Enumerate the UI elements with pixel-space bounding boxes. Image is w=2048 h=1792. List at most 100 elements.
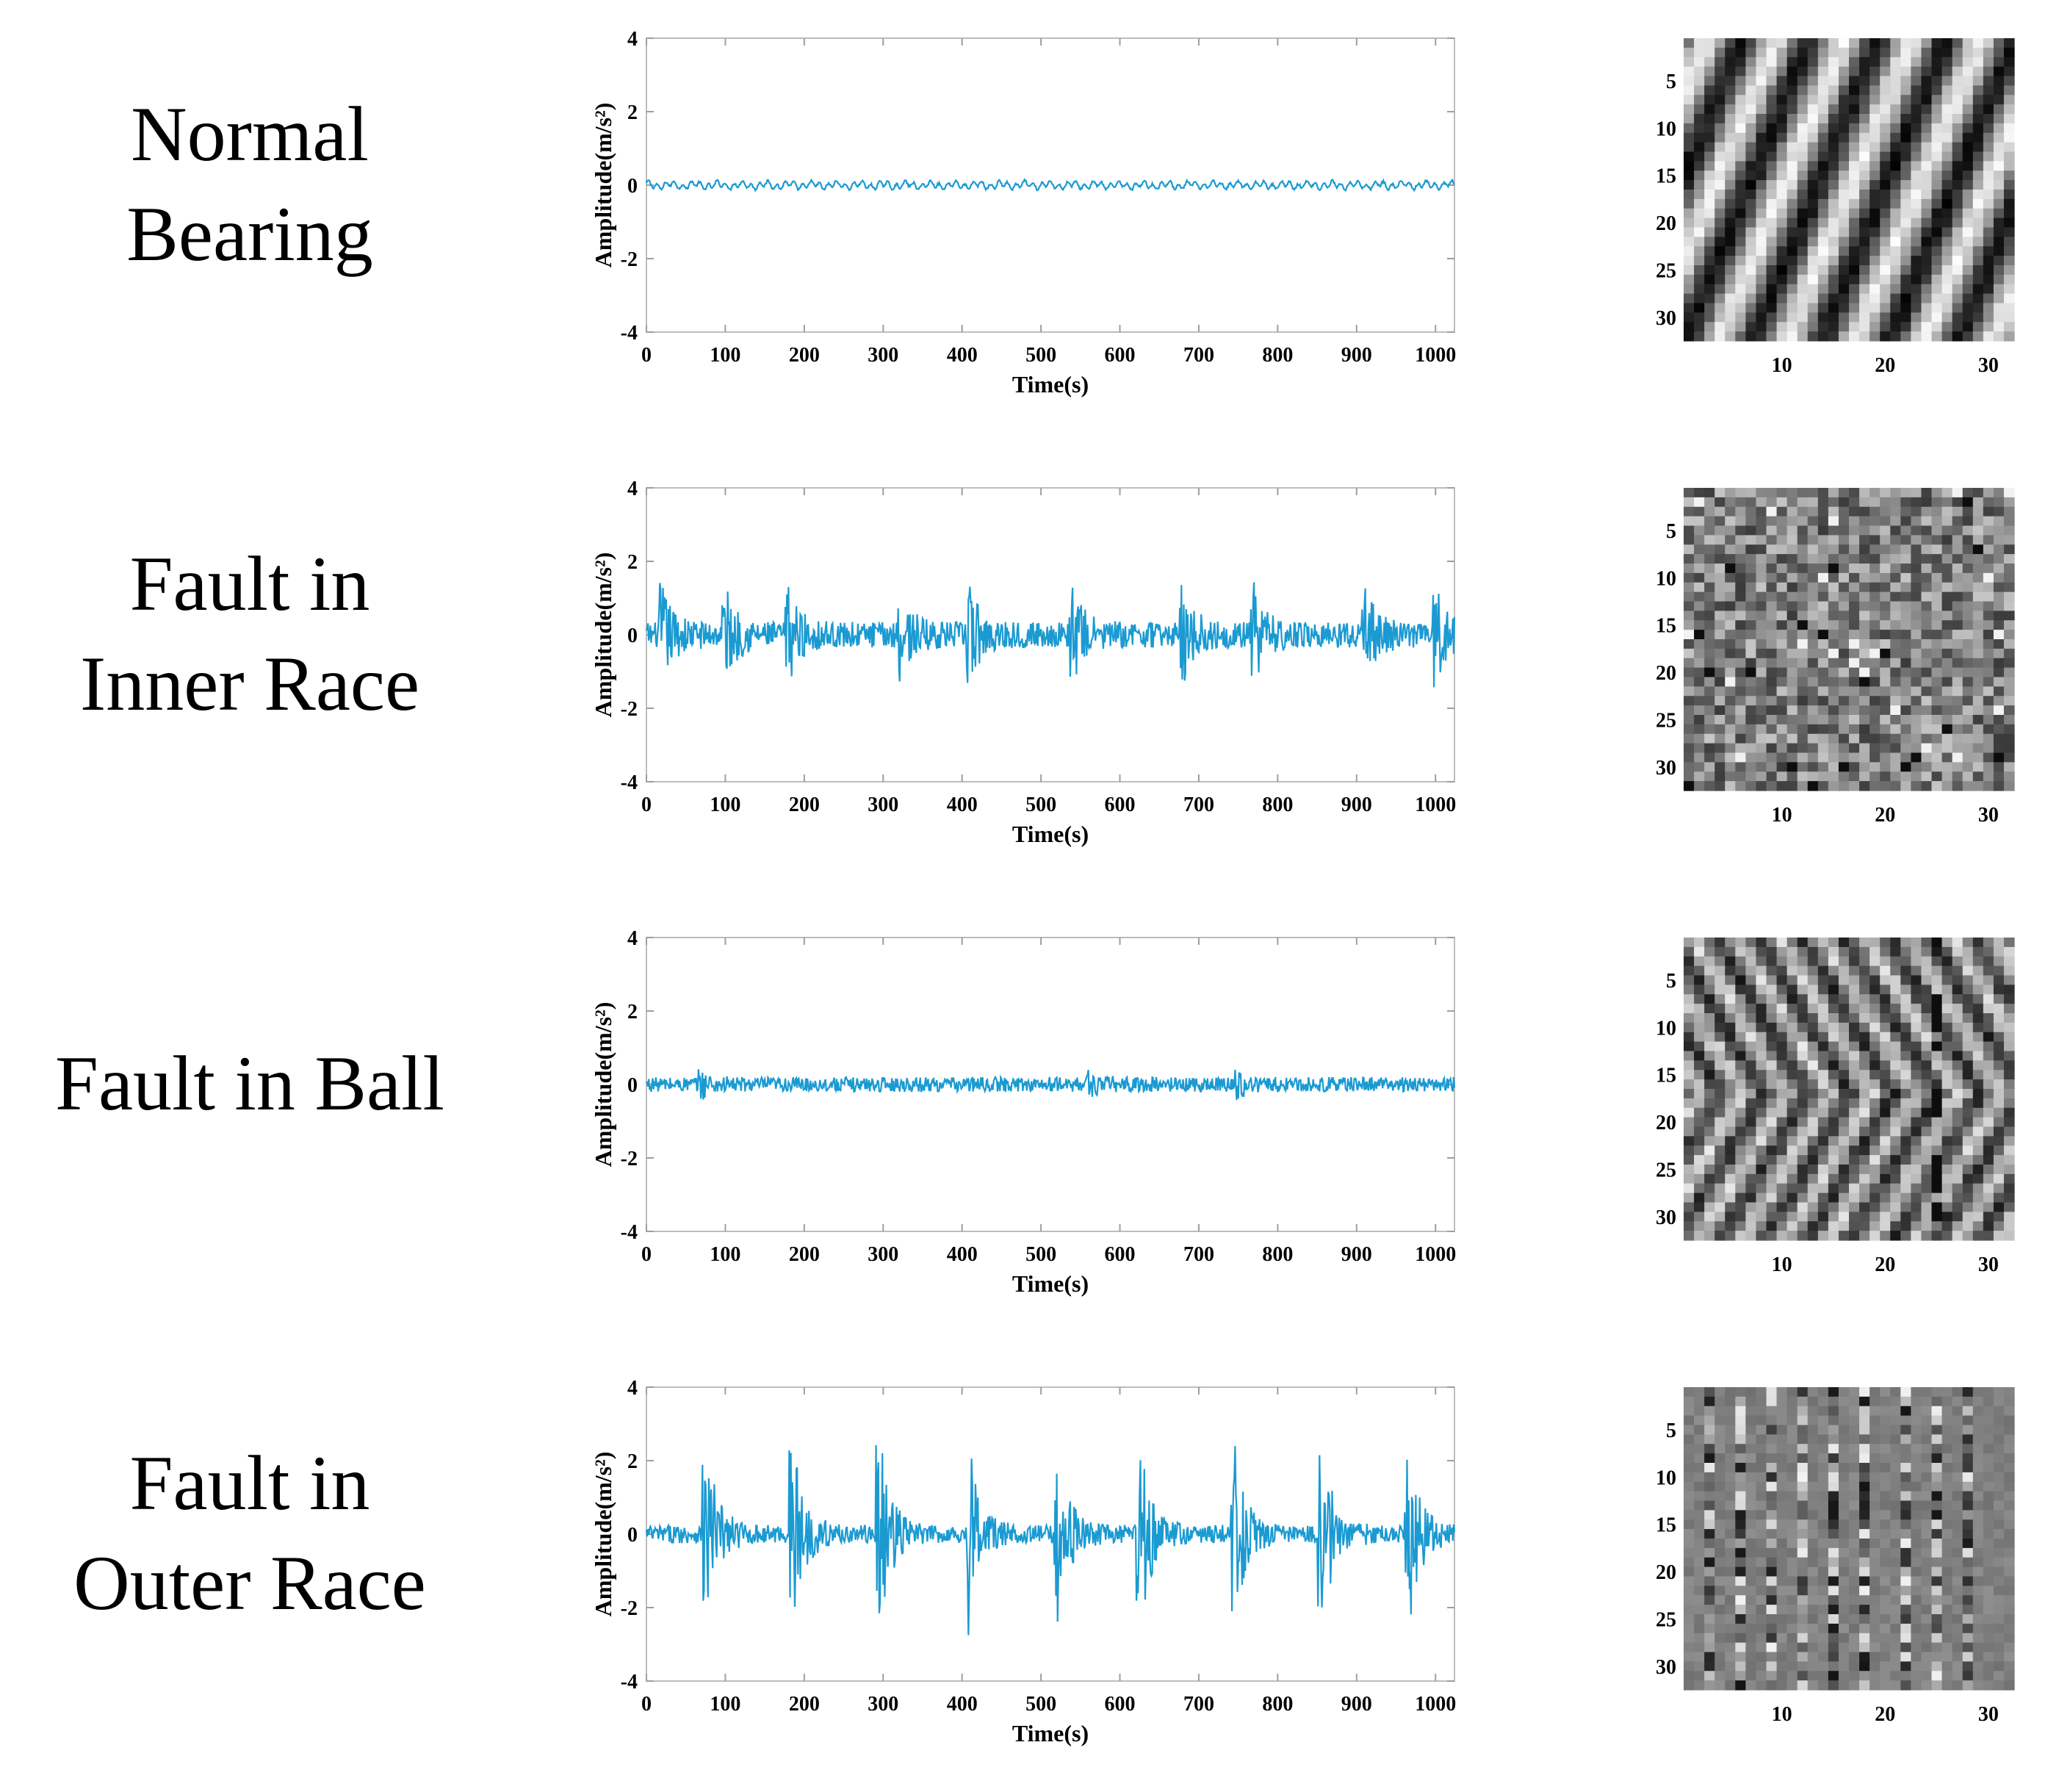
heatmap-cell (1684, 1145, 1695, 1156)
heatmap-cell (1952, 1013, 1964, 1023)
heatmap-cell (1684, 506, 1695, 517)
heatmap-cell (2003, 658, 2015, 669)
heatmap-cell (1725, 142, 1736, 153)
heatmap-cell (1715, 956, 1726, 967)
heatmap-cell (1900, 123, 1911, 134)
heatmap-cell (1786, 1434, 1798, 1444)
heatmap-cell (1725, 724, 1736, 735)
heatmap-cell (1880, 677, 1891, 687)
heatmap-cell (1993, 1481, 2005, 1492)
heatmap-cell (1694, 123, 1705, 134)
heatmap-cell (1786, 591, 1798, 602)
heatmap-cell (1952, 1472, 1964, 1483)
heatmap-cell (1962, 781, 1974, 791)
heatmap-cell (1859, 170, 1870, 181)
heatmap-cell (1704, 724, 1715, 735)
heatmap-cell (1797, 1614, 1809, 1624)
heatmap-cell (1880, 322, 1891, 332)
heatmap-cell (1725, 506, 1736, 517)
heatmap-cell (1849, 956, 1860, 967)
heatmap-cell (1869, 151, 1881, 162)
heatmap-cell (2003, 1642, 2015, 1653)
heatmap-cell (1900, 1519, 1911, 1530)
heatmap-cell (1735, 1586, 1746, 1596)
heatmap-cell (1786, 1155, 1798, 1165)
heatmap-cell (1983, 1500, 1994, 1511)
heatmap-cell (1993, 217, 2005, 229)
heatmap-cell (1983, 938, 1994, 948)
heatmap-cell (1694, 142, 1705, 153)
heatmap-cell (1786, 208, 1798, 219)
heatmap-cell (1983, 677, 1994, 687)
heatmap-cell (1797, 1231, 1809, 1241)
heatmap-cell (1972, 322, 1984, 332)
heatmap-cell (1972, 123, 1984, 134)
heatmap-cell (1828, 630, 1839, 640)
heatmap-cell (1838, 1529, 1850, 1539)
heatmap-cell (1890, 57, 1901, 68)
heatmap-cell (1869, 956, 1881, 967)
heatmap-cell (1756, 1032, 1767, 1043)
heatmap-cell (1931, 1557, 1943, 1568)
heatmap-cell (1921, 284, 1933, 295)
signal-line (645, 1444, 1456, 1636)
heatmap-cell (1911, 1453, 1922, 1464)
heatmap-cell (1962, 1192, 1974, 1203)
heatmap-cell (1725, 1165, 1736, 1175)
heatmap-cell (1756, 639, 1767, 649)
heatmap-cell (1745, 1221, 1757, 1231)
heatmap-cell (1859, 1041, 1870, 1052)
heatmap-cell (1890, 781, 1901, 791)
heatmap-cell (1952, 1623, 1964, 1634)
heatmap-cell (1807, 1070, 1819, 1080)
heatmap-cell (1704, 620, 1715, 630)
heatmap-cell (1756, 303, 1767, 313)
heatmap-cell (1972, 237, 1984, 247)
heatmap-cell (1911, 47, 1922, 58)
heatmap-cell (1941, 66, 1953, 77)
heatmap-cell (1684, 1671, 1695, 1681)
heatmap-cell (1952, 1481, 1964, 1492)
heatmap-cell (1900, 1614, 1911, 1624)
heatmap-cell (1797, 1192, 1809, 1203)
x-tick-label: 700 (1183, 344, 1214, 367)
heatmap-cell (1931, 322, 1943, 332)
heatmap-cell (1828, 1212, 1839, 1222)
heatmap-cell (1776, 516, 1788, 527)
heatmap-cell (1735, 322, 1746, 332)
heatmap-cell (1993, 66, 2005, 77)
heatmap-cell (1766, 1595, 1778, 1605)
heatmap-cell (1849, 331, 1860, 342)
heatmap-cell (1900, 582, 1911, 593)
heatmap-cell (1931, 123, 1943, 134)
row-label-line-1: Fault in (130, 541, 370, 627)
heatmap-cell (1972, 572, 1984, 583)
heatmap-cell (1849, 1557, 1860, 1568)
heatmap-cell (1786, 1614, 1798, 1624)
heatmap-cell (1941, 104, 1953, 115)
heatmap-cell (1694, 1652, 1705, 1662)
heatmap-cell (1890, 1642, 1901, 1653)
heatmap-cell (1725, 1661, 1736, 1672)
heatmap-cell (1962, 1126, 1974, 1137)
heatmap-cell (1807, 781, 1819, 791)
heatmap-cell (1776, 1212, 1788, 1222)
heatmap-cell (1766, 66, 1778, 77)
heatmap-cell (1817, 161, 1829, 171)
heatmap-cell (1890, 1165, 1901, 1175)
heatmap-cell (1880, 1434, 1891, 1444)
heatmap-cell (1725, 582, 1736, 593)
heatmap-cell (1972, 994, 1984, 1004)
heatmap-cell (1890, 190, 1901, 200)
heatmap-cell (1838, 1415, 1850, 1426)
heatmap-cell (1694, 1510, 1705, 1520)
signal-line (645, 177, 1455, 192)
heatmap-cell (1715, 312, 1726, 323)
heatmap-cell (1745, 1595, 1757, 1605)
heatmap-cell (1756, 743, 1767, 754)
heatmap-cell (1684, 994, 1695, 1004)
heatmap-cell (1921, 1566, 1933, 1577)
heatmap-cell (1797, 1396, 1809, 1407)
heatmap-cell (1704, 1444, 1715, 1454)
heatmap-cell (1859, 1165, 1870, 1175)
